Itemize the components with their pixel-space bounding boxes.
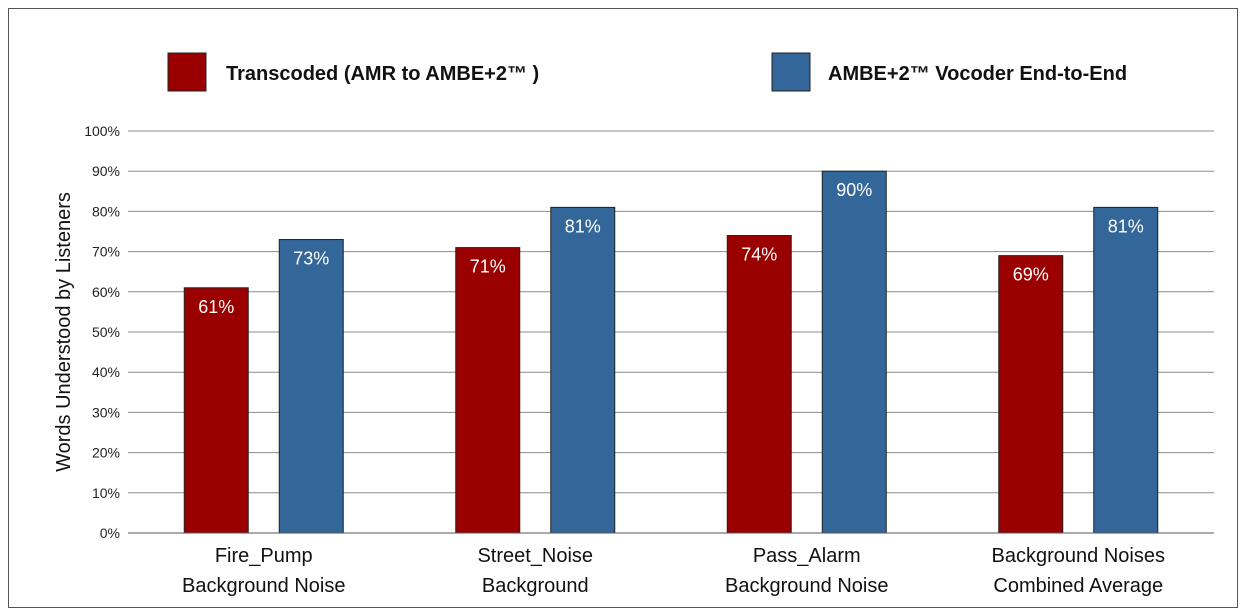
x-tick-label: Background Noise [182, 575, 345, 597]
bar [183, 287, 249, 534]
y-tick-label: 70% [92, 244, 120, 260]
data-label: 81% [565, 216, 601, 236]
y-axis-label: Words Understood by Listeners [53, 192, 75, 472]
bar [278, 239, 344, 534]
data-label: 61% [198, 297, 234, 317]
y-tick-label: 10% [92, 485, 120, 501]
bar [726, 235, 792, 534]
data-label: 74% [741, 245, 777, 265]
y-tick-label: 60% [92, 284, 120, 300]
y-tick-label: 50% [92, 324, 120, 340]
legend-swatch [167, 52, 207, 92]
x-axis-categories: Fire_Pump Background Noise Street_Noise Bac… [182, 545, 1165, 597]
y-tick-label: 40% [92, 364, 120, 380]
x-tick-label: Fire_Pump [215, 545, 313, 567]
bar [821, 170, 887, 534]
y-tick-label: 20% [92, 445, 120, 461]
y-tick-label: 0% [100, 525, 120, 541]
x-tick-label: Background Noises [992, 545, 1165, 567]
bar [455, 247, 521, 534]
bars [183, 170, 1159, 534]
y-tick-label: 100% [84, 123, 120, 139]
legend-label: AMBE+2™ Vocoder End-to-End [828, 63, 1127, 85]
y-tick-label: 30% [92, 404, 120, 420]
data-label: 71% [470, 257, 506, 277]
y-tick-label: 80% [92, 203, 120, 219]
legend: Transcoded (AMR to AMBE+2™ ) AMBE+2™ Voco… [167, 52, 1127, 92]
y-tick-label: 90% [92, 163, 120, 179]
x-tick-label: Pass_Alarm [753, 545, 861, 567]
bar [1093, 206, 1159, 534]
x-tick-label: Street_Noise [477, 545, 593, 567]
legend-label: Transcoded (AMR to AMBE+2™ ) [226, 63, 539, 85]
x-tick-label: Background Noise [725, 575, 888, 597]
legend-swatch [771, 52, 811, 92]
data-label: 73% [293, 249, 329, 269]
bar [998, 255, 1064, 534]
data-label: 90% [836, 180, 872, 200]
bar [550, 206, 616, 534]
x-tick-label: Background [482, 575, 589, 597]
data-labels: 61% 73% 71% 81% 74% 90% 69% 81% [198, 180, 1144, 317]
y-axis-ticks: 0% 10% 20% 30% 40% 50% 60% 70% 80% 90% 100% [84, 123, 120, 541]
data-label: 81% [1108, 216, 1144, 236]
data-label: 69% [1013, 265, 1049, 285]
x-tick-label: Combined Average [993, 575, 1163, 597]
